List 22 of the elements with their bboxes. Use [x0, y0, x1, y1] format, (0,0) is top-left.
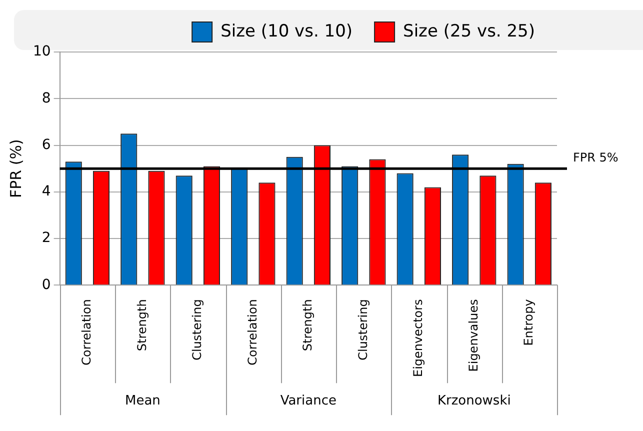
y-tick-label: 8 — [42, 90, 51, 106]
text: Variance — [280, 394, 336, 409]
x-tick-label: Strength — [300, 299, 315, 352]
x-tick-label: Entropy — [522, 299, 536, 346]
x-tick-label: Clustering — [190, 299, 204, 360]
x-tick-label: Eigenvalues — [466, 299, 480, 372]
x-tick-label: Correlation — [245, 299, 260, 366]
legend-label: Size (25 vs. 25) — [403, 21, 536, 42]
text: Mean — [124, 394, 160, 409]
x-tick-label: Strength — [134, 299, 149, 352]
x-tick-label: Correlation — [80, 299, 94, 366]
y-tick-label: 4 — [42, 184, 51, 200]
x-tick-label: Eigenvectors — [411, 299, 426, 378]
y-tick-label: 10 — [32, 44, 51, 60]
y-tick-label: 0 — [42, 276, 51, 293]
ref-line-label: FPR 5% — [573, 150, 618, 165]
x-tick-label: Clustering — [356, 299, 370, 360]
y-tick-label: 2 — [42, 230, 51, 246]
y-tick-label: 6 — [42, 136, 51, 153]
legend-label: Size (10 vs. 10) — [220, 21, 353, 42]
text: Krzonowski — [437, 394, 511, 409]
y-axis-title: FPR (%) — [6, 139, 25, 198]
